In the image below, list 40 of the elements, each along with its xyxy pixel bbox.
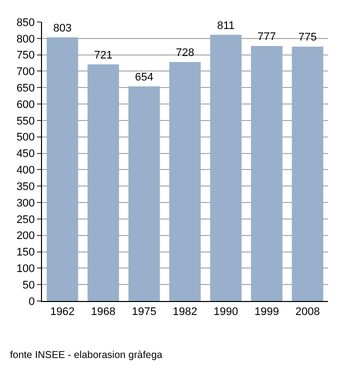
y-tick-label: 700 [16, 66, 35, 78]
y-tick-label: 750 [16, 50, 35, 62]
data-label: 811 [217, 20, 235, 32]
bar [210, 34, 242, 301]
bar [250, 46, 282, 301]
y-tick-label: 800 [16, 33, 35, 46]
bar [292, 46, 324, 301]
bar [169, 62, 201, 301]
x-tick-label: 1968 [91, 306, 116, 318]
x-tick-label: 2008 [295, 306, 320, 318]
y-tick-label: 150 [16, 246, 35, 259]
data-label: 777 [258, 30, 276, 43]
y-tick-label: 550 [16, 115, 35, 128]
y-tick-label: 450 [16, 148, 35, 160]
x-tick-label: 1975 [132, 306, 156, 318]
x-tick-label: 1962 [50, 306, 75, 318]
x-tick-label: 1999 [254, 306, 279, 318]
y-tick-label: 500 [16, 132, 35, 144]
x-tick-label: 1990 [214, 306, 238, 318]
y-tick-label: 350 [16, 180, 35, 193]
y-tick-label: 0 [28, 296, 35, 308]
y-tick-label: 100 [16, 263, 35, 276]
y-tick-label: 50 [22, 279, 35, 292]
y-tick-label: 400 [16, 164, 35, 177]
data-label: 721 [94, 49, 112, 62]
y-tick-label: 200 [16, 230, 35, 242]
y-tick-label: 250 [16, 214, 35, 226]
data-label: 775 [298, 32, 317, 44]
bar [46, 37, 78, 301]
data-label: 654 [134, 71, 154, 84]
source-note: fonte INSEE - elaborasion gràfega [10, 350, 163, 361]
data-label: 728 [176, 47, 194, 60]
y-tick-label: 850 [16, 16, 35, 29]
bar [88, 64, 120, 301]
x-tick-label: 1982 [172, 306, 198, 318]
data-label: 803 [53, 22, 72, 34]
y-tick-label: 650 [16, 82, 35, 94]
y-tick-label: 600 [16, 98, 35, 111]
bar [128, 86, 160, 301]
y-tick-label: 300 [16, 197, 35, 210]
